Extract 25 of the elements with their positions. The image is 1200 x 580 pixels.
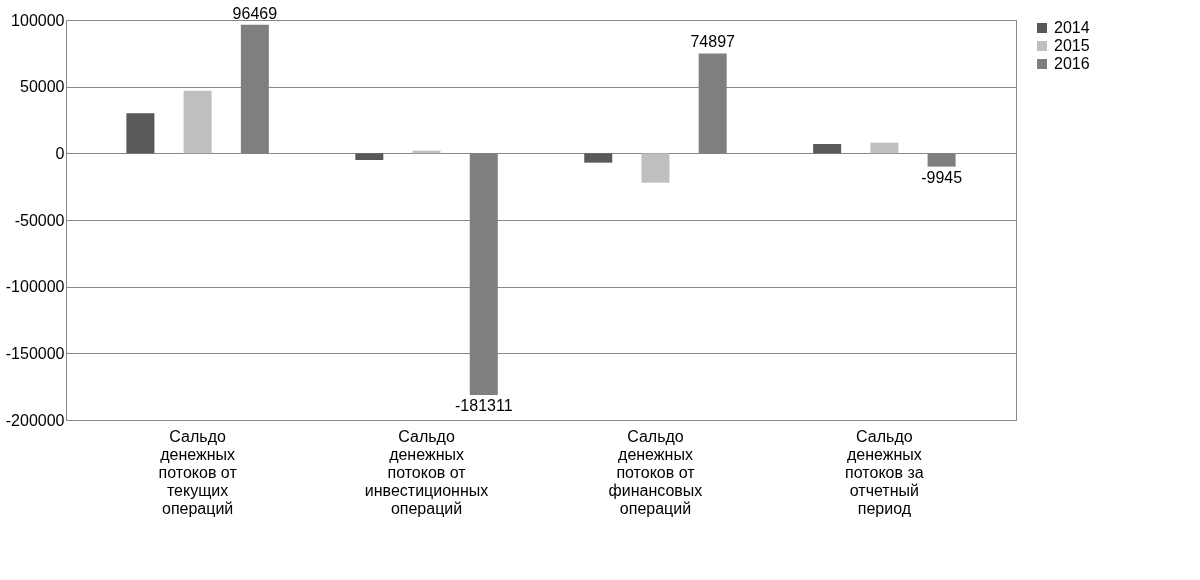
y-tick-label: -200000 [5, 411, 65, 429]
x-tick-label: Сальдо денежных потоков от инвестиционных операций [364, 427, 489, 517]
y-tick-label: -100000 [5, 278, 65, 296]
y-tick-label: 100000 [11, 11, 65, 29]
data-label: 74897 [690, 33, 736, 51]
bar [813, 144, 842, 154]
legend-label: 2015 [1054, 37, 1090, 54]
bar [584, 153, 613, 163]
data-label: 96469 [232, 4, 278, 22]
x-tick-label: Сальдо денежных потоков от текущих операций [158, 427, 238, 517]
x-tick-label: Сальдо денежных потоков за отчетный период [845, 427, 924, 517]
y-tick-label: -150000 [5, 344, 65, 362]
bar [870, 142, 899, 154]
bar [183, 90, 212, 154]
legend-label: 2016 [1054, 55, 1090, 72]
y-tick-label: 0 [55, 144, 65, 162]
bar [641, 153, 670, 183]
legend-label: 2014 [1054, 19, 1090, 36]
data-label: -181311 [455, 397, 513, 415]
y-tick-label: -50000 [14, 211, 65, 229]
bar [126, 113, 155, 154]
data-label: -9945 [921, 168, 963, 186]
bar [355, 153, 384, 160]
x-tick-label: Сальдо денежных потоков от финансовых операций [608, 427, 703, 517]
y-tick-label: 50000 [20, 78, 65, 96]
